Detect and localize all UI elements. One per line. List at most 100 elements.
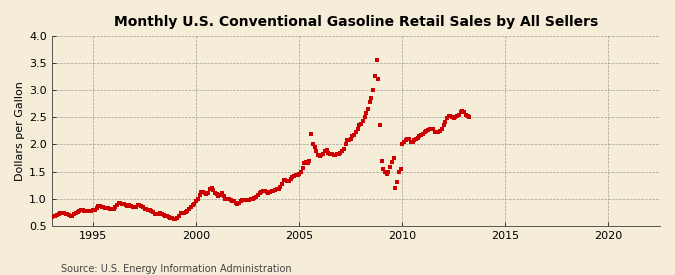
Point	[48, 214, 59, 218]
Point	[160, 213, 171, 218]
Point	[318, 152, 329, 156]
Point	[141, 206, 152, 211]
Point	[81, 209, 92, 213]
Point	[400, 138, 411, 142]
Point	[328, 153, 339, 158]
Point	[113, 200, 124, 205]
Point	[410, 137, 421, 141]
Point	[404, 137, 414, 141]
Point	[191, 199, 202, 204]
Point	[441, 116, 452, 120]
Point	[383, 169, 394, 174]
Point	[362, 107, 373, 111]
Point	[378, 167, 389, 171]
Point	[237, 198, 248, 202]
Point	[138, 205, 148, 210]
Point	[313, 153, 323, 158]
Point	[221, 197, 232, 201]
Point	[398, 139, 409, 144]
Point	[130, 205, 141, 209]
Point	[142, 207, 153, 212]
Point	[297, 166, 308, 170]
Point	[53, 212, 64, 216]
Point	[366, 96, 377, 100]
Point	[344, 138, 354, 142]
Point	[443, 114, 454, 118]
Point	[342, 138, 352, 142]
Point	[199, 191, 210, 196]
Point	[95, 204, 105, 208]
Point	[323, 150, 334, 155]
Point	[402, 137, 413, 141]
Point	[354, 123, 364, 128]
Point	[84, 209, 95, 213]
Point	[447, 115, 458, 119]
Point	[392, 180, 402, 185]
Point	[416, 132, 427, 137]
Point	[412, 136, 423, 140]
Point	[228, 199, 239, 204]
Point	[290, 173, 301, 177]
Point	[316, 153, 327, 158]
Point	[176, 211, 186, 216]
Point	[409, 138, 420, 142]
Point	[63, 213, 74, 217]
Point	[78, 208, 88, 212]
Point	[92, 204, 103, 208]
Point	[110, 205, 121, 210]
Point	[368, 88, 379, 92]
Point	[153, 212, 164, 216]
Point	[136, 204, 146, 208]
Point	[126, 204, 136, 208]
Point	[294, 172, 304, 177]
Point	[124, 203, 134, 207]
Point	[460, 112, 471, 117]
Point	[139, 206, 150, 211]
Point	[339, 147, 350, 151]
Point	[60, 212, 71, 216]
Point	[169, 217, 180, 221]
Point	[397, 142, 408, 147]
Point	[331, 152, 342, 156]
Point	[284, 178, 294, 183]
Point	[302, 161, 313, 166]
Point	[187, 203, 198, 207]
Point	[431, 130, 442, 135]
Point	[202, 191, 213, 195]
Point	[98, 205, 109, 210]
Point	[407, 139, 418, 144]
Point	[423, 128, 433, 132]
Point	[278, 177, 289, 182]
Point	[218, 194, 229, 198]
Point	[308, 142, 319, 147]
Point	[70, 211, 81, 216]
Point	[89, 207, 100, 212]
Point	[418, 131, 429, 136]
Point	[265, 190, 275, 194]
Point	[273, 187, 284, 191]
Point	[371, 58, 382, 62]
Point	[179, 211, 190, 215]
Point	[311, 149, 322, 153]
Point	[100, 206, 111, 210]
Point	[177, 211, 188, 216]
Point	[213, 194, 224, 198]
Point	[67, 213, 78, 218]
Point	[88, 208, 99, 212]
Point	[225, 198, 236, 203]
Point	[406, 139, 416, 144]
Point	[258, 188, 269, 193]
Point	[309, 145, 320, 149]
Point	[349, 132, 360, 137]
Point	[319, 149, 330, 153]
Point	[333, 152, 344, 156]
Point	[364, 100, 375, 104]
Point	[82, 209, 93, 213]
Point	[459, 110, 470, 114]
Point	[421, 129, 432, 133]
Point	[149, 212, 160, 216]
Point	[180, 210, 191, 214]
Point	[277, 181, 288, 186]
Point	[146, 208, 157, 213]
Y-axis label: Dollars per Gallon: Dollars per Gallon	[15, 81, 25, 181]
